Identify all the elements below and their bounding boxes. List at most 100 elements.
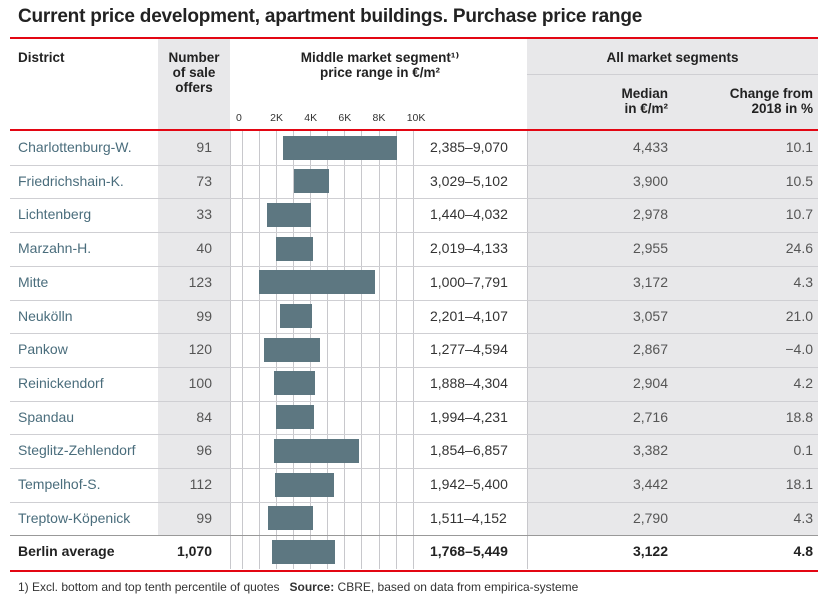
x-tick-label: 10K <box>406 112 426 124</box>
range-bar <box>267 506 313 531</box>
row-separator <box>10 164 818 166</box>
district-name: Berlin average <box>18 543 115 560</box>
footnote: 1) Excl. bottom and top tenth percentile… <box>18 580 578 594</box>
change-value: 24.6 <box>785 240 813 257</box>
median-value: 3,172 <box>632 273 668 290</box>
offers-count: 1,070 <box>176 543 212 560</box>
x-tick-label: 6K <box>338 112 352 124</box>
row-separator <box>10 400 818 402</box>
district-name: Reinickendorf <box>18 374 104 391</box>
row-separator <box>10 468 818 469</box>
row-separator <box>10 366 818 368</box>
district-header: District <box>18 50 65 65</box>
range-bar <box>274 371 316 396</box>
median-value: 3,382 <box>632 442 668 459</box>
grid-line <box>327 131 329 570</box>
district-name: Lichtenberg <box>18 206 92 223</box>
median-value: 2,978 <box>632 206 668 223</box>
offers-count: 99 <box>196 509 212 526</box>
change-value: 18.8 <box>785 408 813 425</box>
range-bar <box>282 135 397 160</box>
grid-line <box>378 131 380 570</box>
median-value: 2,867 <box>632 341 668 358</box>
change-value: 18.1 <box>785 476 813 492</box>
source-label: Source: <box>289 580 335 594</box>
change-value: 4.2 <box>793 374 813 391</box>
x-tick-label: 4K <box>304 112 318 124</box>
district-name: Spandau <box>18 408 75 425</box>
change-value: 10.7 <box>785 206 813 223</box>
offers-count: 73 <box>196 172 212 189</box>
offers-count: 40 <box>196 240 212 257</box>
change-value: 4.3 <box>793 509 813 526</box>
row-separator <box>10 501 818 503</box>
grid-line <box>412 131 414 570</box>
median-value: 2,790 <box>632 509 668 526</box>
grid-line <box>242 131 243 570</box>
offers-header-shade <box>158 39 230 129</box>
x-tick-label: 8K <box>372 112 386 124</box>
price-range-label: 1,994–4,231 <box>430 408 508 425</box>
price-range-label: 1,277–4,594 <box>430 341 508 358</box>
offers-count: 84 <box>196 408 212 425</box>
price-range-label: 1,768–5,449 <box>430 543 508 560</box>
offers-count: 99 <box>196 307 212 324</box>
change-value: 10.1 <box>785 139 813 155</box>
district-name: Steglitz-Zehlendorf <box>18 442 136 459</box>
median-value: 2,716 <box>632 408 668 425</box>
price-range-label: 1,440–4,032 <box>430 206 508 223</box>
change-value: 10.5 <box>785 172 813 189</box>
range-bar <box>275 472 335 497</box>
district-name: Treptow-Köpenick <box>18 509 131 526</box>
row-separator <box>10 333 818 335</box>
district-name: Neukölln <box>18 307 73 324</box>
footnote-note: 1) Excl. bottom and top tenth percentile… <box>18 580 280 594</box>
median-value: 2,904 <box>632 374 668 391</box>
all-segments-header-shade <box>527 39 818 129</box>
row-separator <box>10 198 818 200</box>
median-value: 3,442 <box>632 476 668 492</box>
chart-title: Current price development, apartment bui… <box>18 6 643 27</box>
offers-count: 100 <box>188 374 212 391</box>
median-value: 3,900 <box>632 172 668 189</box>
district-name: Friedrichshain-K. <box>18 172 124 189</box>
median-value: 4,433 <box>632 139 668 155</box>
price-range-label: 2,201–4,107 <box>430 307 508 324</box>
offers-count: 112 <box>189 476 212 492</box>
district-name: Pankow <box>18 341 68 358</box>
row-separator <box>10 535 818 537</box>
range-bar <box>273 438 360 463</box>
district-name: Tempelhof-S. <box>18 476 101 492</box>
all-segments-divider <box>527 74 818 75</box>
change-value: 0.1 <box>793 442 813 459</box>
middle-segment-header: Middle market segment¹⁾ price range in €… <box>300 50 460 80</box>
x-tick-label: 2K <box>270 112 283 124</box>
range-bar <box>263 337 321 362</box>
offers-count: 96 <box>196 442 212 459</box>
change-value: −4.0 <box>785 341 813 358</box>
price-range-label: 1,888–4,304 <box>430 374 508 391</box>
bottom-rule <box>10 570 818 572</box>
offers-count: 91 <box>196 139 212 155</box>
grid-line <box>361 131 363 570</box>
district-name: Mitte <box>18 273 49 290</box>
median-value: 2,955 <box>632 240 668 257</box>
price-range-label: 1,854–6,857 <box>430 442 508 459</box>
source-text: CBRE, based on data from empirica-system… <box>337 580 579 594</box>
top-rule <box>10 37 818 39</box>
change-value: 4.3 <box>793 273 813 290</box>
grid-line <box>395 131 397 570</box>
all-segments-header: All market segments <box>606 50 739 65</box>
grid-line <box>344 131 346 570</box>
price-range-label: 1,000–7,791 <box>430 273 508 290</box>
range-bar <box>293 169 330 194</box>
range-bar <box>276 405 315 430</box>
median-value: 3,122 <box>632 543 668 560</box>
x-tick-label: 0 <box>236 112 242 124</box>
range-bar <box>276 236 313 261</box>
range-bar <box>272 539 335 564</box>
price-range-label: 2,385–9,070 <box>430 139 508 155</box>
median-value: 3,057 <box>632 307 668 324</box>
range-bar <box>259 270 375 295</box>
change-value: 21.0 <box>785 307 813 324</box>
